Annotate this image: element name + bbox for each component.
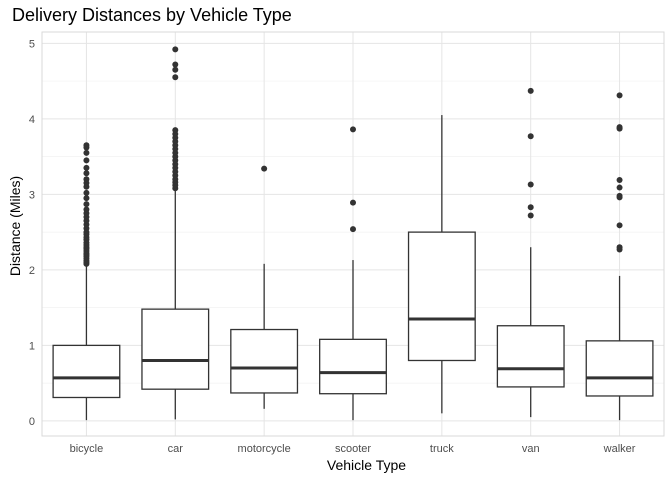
x-tick-label-bicycle: bicycle <box>70 443 104 455</box>
outlier-point <box>527 212 534 219</box>
x-tick-label-scooter: scooter <box>335 443 371 455</box>
outlier-point <box>350 199 356 206</box>
outlier-point <box>616 222 623 229</box>
box-van <box>496 87 565 418</box>
iqr-box <box>407 231 476 362</box>
outlier-point <box>527 181 534 188</box>
outlier-point <box>172 61 179 68</box>
y-tick-label: 4 <box>29 114 35 126</box>
outlier-point <box>83 176 90 183</box>
x-tick-label-motorcycle: motorcycle <box>238 443 291 455</box>
outlier-point <box>527 204 534 211</box>
y-tick-label: 3 <box>29 189 35 201</box>
x-axis-title: Vehicle Type <box>327 457 406 473</box>
x-tick-label-van: van <box>522 443 540 455</box>
outlier-point <box>83 149 90 156</box>
outlier-point <box>83 170 90 177</box>
outlier-point <box>172 66 179 73</box>
y-axis-title: Distance (Miles) <box>7 176 23 276</box>
iqr-box <box>319 338 387 395</box>
outlier-point <box>83 201 90 208</box>
outlier-point <box>616 244 623 251</box>
outlier-point <box>172 127 179 134</box>
outlier-point <box>83 164 90 171</box>
y-tick-labels: 0 1 2 3 4 5 <box>29 38 35 428</box>
box-car <box>141 46 210 420</box>
outlier-point <box>83 157 90 164</box>
x-tick-label-truck: truck <box>430 443 454 455</box>
y-tick-label: 1 <box>29 340 35 352</box>
x-tick-label-walker: walker <box>603 443 636 455</box>
x-tick-label-car: car <box>168 443 184 455</box>
box-scooter <box>319 126 387 421</box>
outlier-point <box>172 74 179 81</box>
iqr-box <box>52 344 121 399</box>
outlier-point <box>83 195 90 202</box>
y-tick-label: 5 <box>29 38 35 50</box>
outlier-point <box>616 92 623 99</box>
iqr-box <box>496 325 565 388</box>
panel-border <box>41 31 665 437</box>
outlier-point <box>83 189 90 196</box>
chart-title: Delivery Distances by Vehicle Type <box>12 5 292 25</box>
outlier-point <box>616 124 623 131</box>
outlier-point <box>616 184 623 191</box>
iqr-box <box>585 340 654 397</box>
outlier-point <box>527 87 534 94</box>
outlier-point <box>172 46 179 53</box>
y-tick-label: 2 <box>29 265 35 277</box>
box-truck <box>407 115 476 414</box>
iqr-box <box>141 308 210 390</box>
outlier-point <box>616 192 623 199</box>
outlier-point <box>83 206 90 213</box>
iqr-box <box>230 328 299 394</box>
y-tick-label: 0 <box>29 416 35 428</box>
outlier-point <box>616 177 623 184</box>
x-tick-labels: bicycle car motorcycle scooter truck van walke… <box>70 443 636 455</box>
box-bicycle <box>52 142 121 421</box>
outlier-point <box>527 133 534 140</box>
outlier-point <box>350 126 356 133</box>
boxes-layer <box>52 46 654 421</box>
outlier-point <box>261 165 268 172</box>
box-walker <box>585 92 654 421</box>
box-motorcycle <box>230 165 299 409</box>
outlier-point <box>350 226 356 233</box>
outlier-point <box>83 142 90 149</box>
